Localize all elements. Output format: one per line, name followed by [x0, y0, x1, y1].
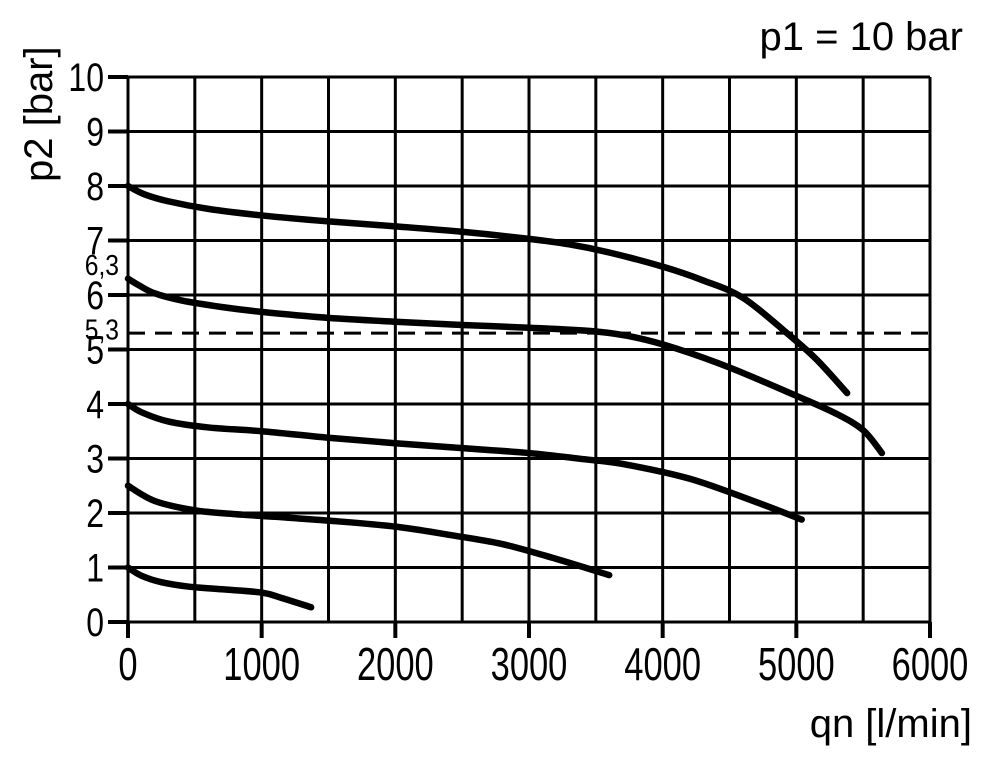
y-tick-label-3: 3 — [86, 436, 104, 481]
curve-p2-8 — [124, 182, 851, 397]
curve-p2-6-3 — [124, 275, 886, 457]
y-tick-label-0: 0 — [86, 600, 104, 645]
y-tick-label-1: 1 — [86, 545, 104, 590]
y-tick-label-4: 4 — [86, 382, 104, 427]
y-tick-label-2: 2 — [86, 491, 104, 536]
y-special-label-6-3: 6,3 — [85, 249, 119, 281]
y-tick-label-6: 6 — [86, 273, 104, 318]
x-tick-label-6000: 6000 — [892, 638, 969, 690]
curve-p2-2-5 — [124, 482, 613, 579]
x-tick-label-1000: 1000 — [223, 638, 300, 690]
x-tick-label-4000: 4000 — [624, 638, 701, 690]
x-tick-label-0: 0 — [118, 638, 137, 690]
y-special-label-5-3: 5,3 — [85, 313, 119, 345]
tick-labels: 0 1000 2000 3000 4000 5000 6000 0 1 2 3 4 5 6 7 8 9 10 6,3… — [68, 55, 968, 691]
curves — [124, 182, 886, 611]
axis-ticks — [108, 75, 932, 638]
x-tick-label-3000: 3000 — [491, 638, 568, 690]
x-tick-label-5000: 5000 — [758, 638, 835, 690]
y-tick-label-7: 7 — [86, 218, 104, 263]
y-tick-label-9: 9 — [86, 109, 104, 154]
curve-p2-4 — [124, 400, 805, 523]
y-tick-label-5: 5 — [86, 327, 104, 372]
curve-p2-1 — [124, 564, 315, 611]
chart-title: p1 = 10 bar — [760, 15, 964, 59]
x-tick-label-2000: 2000 — [357, 638, 434, 690]
x-axis-title: qn [l/min] — [810, 702, 972, 746]
y-axis-title: p2 [bar] — [17, 46, 61, 182]
y-tick-label-8: 8 — [86, 164, 104, 209]
y-tick-label-10: 10 — [68, 55, 104, 100]
